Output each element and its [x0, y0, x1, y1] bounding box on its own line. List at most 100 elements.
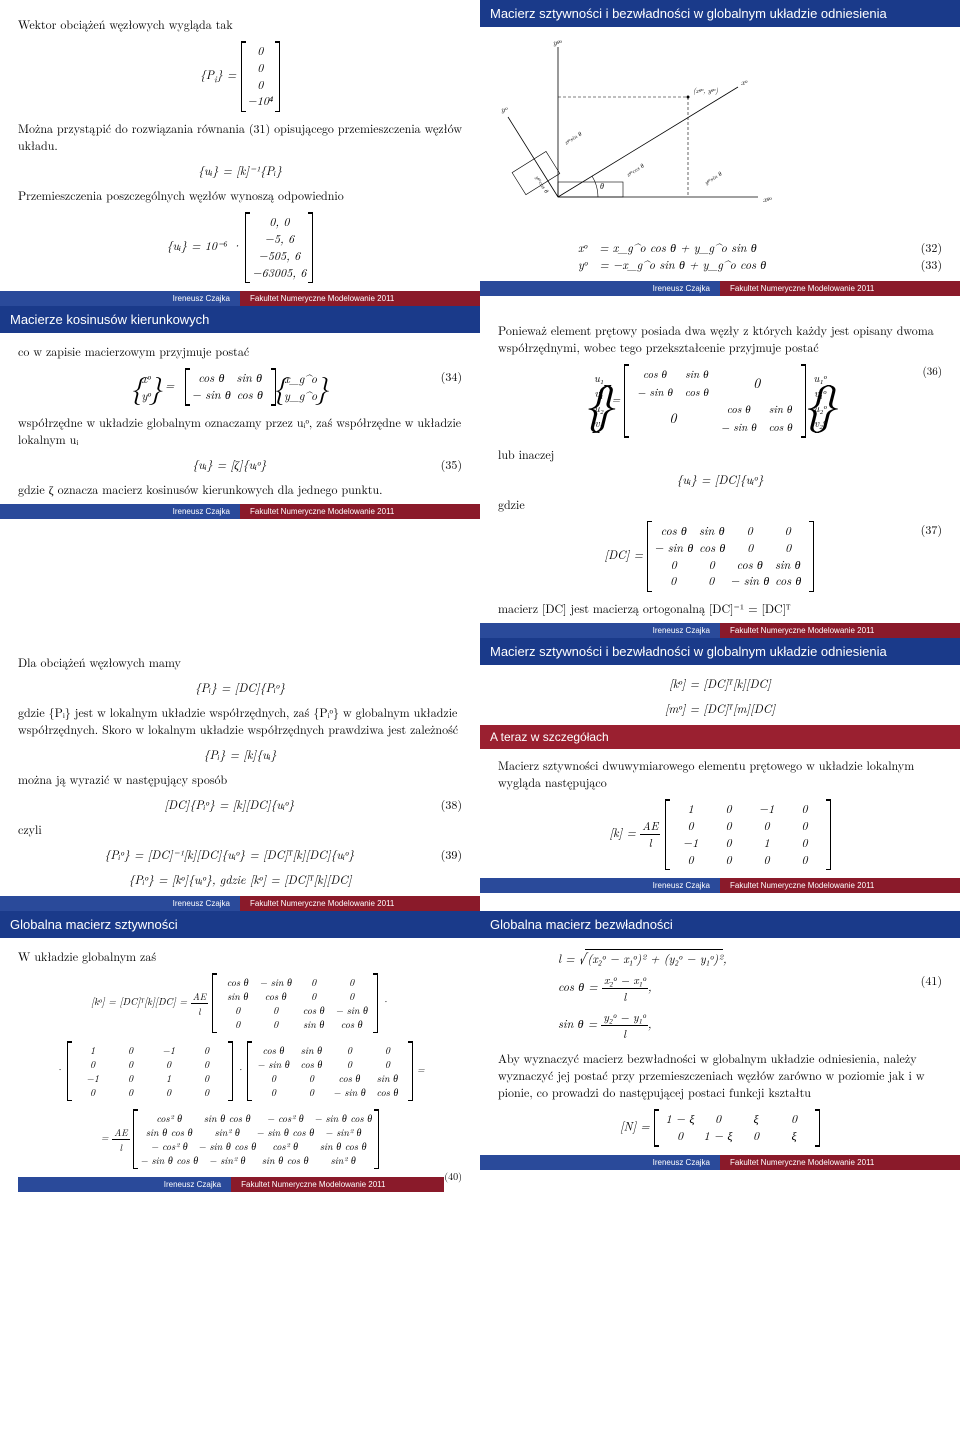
text: Aby wyznaczyć macierz bezwładności w glo… — [498, 1050, 942, 1101]
footer-author: Ireneusz Czajka — [0, 504, 240, 519]
eq-35: {uᵢ} = [ζ]{uᵢᵒ}(35) — [18, 456, 462, 473]
slide-global-stiffness: Globalna macierz sztywności W układzie g… — [0, 911, 480, 1192]
text: czyli — [18, 821, 462, 838]
text: gdzie {Pᵢ} jest w lokalnym układzie wspó… — [18, 704, 462, 738]
eq-41: l = √(x₂ᵒ − x₁ᵒ)² + (y₂ᵒ − y₁ᵒ)², cos θ … — [498, 948, 942, 1042]
text: Wektor obciążeń węzłowych wygląda tak — [18, 16, 462, 33]
eq-ui-dc: {uᵢ} = [DC]{uᵢᵒ} — [498, 471, 942, 488]
text: Dla obciążeń węzłowych mamy — [18, 654, 462, 671]
text: gdzie ζ oznacza macierz kosinusów kierun… — [18, 481, 462, 498]
svg-text:yᵍᵒcos θ: yᵍᵒcos θ — [533, 173, 551, 194]
svg-text:xᵍᵒsin θ: xᵍᵒsin θ — [562, 129, 583, 147]
slide-nodal-loads: Dla obciążeń węzłowych mamy {Pᵢ} = [DC]{… — [0, 638, 480, 911]
footer-course: Fakultet Numeryczne Modelowanie 2011 — [720, 623, 960, 638]
slide-footer: Ireneusz Czajka Fakultet Numeryczne Mode… — [0, 291, 480, 306]
svg-text:xᵒ: xᵒ — [741, 77, 748, 88]
svg-text:yᵒ: yᵒ — [501, 104, 508, 115]
svg-text:yᵍᵒsin θ: yᵍᵒsin θ — [702, 169, 723, 187]
eq-uk: {uᵢ} = [k]⁻¹{Pᵢ} — [18, 162, 462, 179]
footer-author: Ireneusz Czajka — [480, 878, 720, 893]
svg-text:(xᵍᵒ, yᵍᵒ): (xᵍᵒ, yᵍᵒ) — [693, 86, 718, 96]
slide-footer: Ireneusz Czajka Fakultet Numeryczne Mode… — [480, 281, 960, 296]
svg-text:yᵍᵒ: yᵍᵒ — [553, 37, 562, 48]
slide-title: Macierze kosinusów kierunkowych — [0, 306, 480, 333]
slide-global-mass: Globalna macierz bezwładności l = √(x₂ᵒ … — [480, 911, 960, 1192]
footer-course: Fakultet Numeryczne Modelowanie 2011 — [240, 291, 480, 306]
prefix: {uᵢ} = 10⁻⁶ · — [167, 237, 241, 254]
slide-direction-cosines: Macierze kosinusów kierunkowych co w zap… — [0, 306, 480, 638]
eq-num: (39) — [441, 846, 462, 863]
eq-num: (32) — [921, 239, 942, 256]
slide-title: Globalna macierz sztywności — [0, 911, 480, 938]
slide-footer: Ireneusz Czajka Fakultet Numeryczne Mode… — [18, 1177, 444, 1192]
eq-34: xᵒyᵒ = cos θsin θ − sin θcos θ x_g^oy_g^… — [18, 368, 462, 406]
text: Macierz sztywności dwuwymiarowego elemen… — [498, 757, 942, 791]
footer-course: Fakultet Numeryczne Modelowanie 2011 — [720, 281, 960, 296]
footer-author: Ireneusz Czajka — [480, 623, 720, 638]
coord-diagram: xᵍᵒ yᵍᵒ xᵒ yᵒ (xᵍᵒ, yᵍᵒ) θ xᵍᵒcos θ yᵍᵒc… — [498, 37, 778, 217]
eq-num: (37) — [921, 521, 942, 538]
eq-ko: {Pᵢᵒ} = [kᵒ]{uᵢᵒ}, gdzie [kᵒ] = [DC]ᵀ[k]… — [18, 871, 462, 888]
slide-dc-matrix: Ponieważ element prętowy posiada dwa węz… — [480, 306, 960, 638]
slide-footer: Ireneusz Czajka Fakultet Numeryczne Mode… — [480, 1155, 960, 1170]
text: gdzie — [498, 496, 942, 513]
eq-num: (41) — [921, 972, 942, 989]
eq-39: {Pᵢᵒ} = [DC]⁻¹[k][DC]{uᵢᵒ} = [DC]ᵀ[k][DC… — [18, 846, 462, 863]
eq-load-vector: {Pi} = 0 0 0 −10⁴ — [18, 41, 462, 112]
eq-N: [N] = 1 − ξ0ξ0 01 − ξ0ξ — [498, 1109, 942, 1147]
footer-author: Ireneusz Czajka — [18, 1177, 231, 1192]
page-grid: Wektor obciążeń węzłowych wygląda tak {P… — [0, 0, 960, 1192]
text: macierz [DC] jest macierzą ortogonalną [… — [498, 600, 942, 617]
eq-ko-result: = AEl cos² θsin θ cos θ− cos² θ− sin θ c… — [18, 1109, 462, 1169]
footer-course: Fakultet Numeryczne Modelowanie 2011 — [240, 896, 480, 911]
text: Ponieważ element prętowy posiada dwa węz… — [498, 322, 942, 356]
eq-mo-def: [mᵒ] = [DC]ᵀ[m][DC] — [498, 700, 942, 717]
eq-32-33: xᵒ = x_g^o cos θ + y_g^o sin θ(32) yᵒ = … — [498, 239, 942, 273]
footer-course: Fakultet Numeryczne Modelowanie 2011 — [240, 504, 480, 519]
eq-num: (36) — [922, 364, 942, 379]
slide-title: Macierz sztywności i bezwładności w glob… — [480, 0, 960, 27]
section-header: A teraz w szczegółach — [480, 725, 960, 749]
text: Przemieszczenia poszczególnych węzłów wy… — [18, 187, 462, 204]
eq-38: [DC]{Pᵢᵒ} = [k][DC]{uᵢᵒ}(38) — [18, 796, 462, 813]
footer-course: Fakultet Numeryczne Modelowanie 2011 — [231, 1177, 444, 1192]
eq-ko-def: [kᵒ] = [DC]ᵀ[k][DC] — [498, 675, 942, 692]
footer-author: Ireneusz Czajka — [0, 896, 240, 911]
slide-title: Globalna macierz bezwładności — [480, 911, 960, 938]
footer-author: Ireneusz Czajka — [0, 291, 240, 306]
slide-footer: Ireneusz Czajka Fakultet Numeryczne Mode… — [0, 896, 480, 911]
svg-text:θ: θ — [600, 181, 604, 192]
slide-ko-mo: Macierz sztywności i bezwładności w glob… — [480, 638, 960, 911]
footer-author: Ireneusz Czajka — [480, 281, 720, 296]
text: co w zapisie macierzowym przyjmuje posta… — [18, 343, 462, 360]
svg-text:xᵍᵒcos θ: xᵍᵒcos θ — [624, 161, 645, 179]
eq-num: (38) — [441, 796, 462, 813]
slide-load-vector: Wektor obciążeń węzłowych wygląda tak {P… — [0, 0, 480, 306]
text: lub inaczej — [498, 446, 942, 463]
eq-p-dc: {Pᵢ} = [DC]{Pᵢᵒ} — [18, 679, 462, 696]
eq-37: [DC] = cos θsin θ00 − sin θcos θ00 00cos… — [498, 521, 942, 592]
slide-footer: Ireneusz Czajka Fakultet Numeryczne Mode… — [0, 504, 480, 519]
footer-course: Fakultet Numeryczne Modelowanie 2011 — [720, 1155, 960, 1170]
slide-global-frame: Macierz sztywności i bezwładności w glob… — [480, 0, 960, 306]
slide-footer: Ireneusz Czajka Fakultet Numeryczne Mode… — [480, 623, 960, 638]
footer-author: Ireneusz Czajka — [480, 1155, 720, 1170]
eq-disp: {uᵢ} = 10⁻⁶ · 0, 0 −5, 6 −505, 6 −63005,… — [18, 212, 462, 283]
slide-footer: Ireneusz Czajka Fakultet Numeryczne Mode… — [480, 878, 960, 893]
eq-p-ku: {Pᵢ} = [k]{uᵢ} — [18, 746, 462, 763]
svg-text:xᵍᵒ: xᵍᵒ — [763, 194, 772, 205]
footer-course: Fakultet Numeryczne Modelowanie 2011 — [720, 878, 960, 893]
eq-ko-expand: [kᵒ] = [DC]ᵀ[k][DC] = AEl cos θ− sin θ00… — [18, 973, 462, 1033]
eq-num: (35) — [441, 456, 462, 473]
text: współrzędne w układzie globalnym oznacza… — [18, 414, 462, 448]
eq-num: (33) — [921, 256, 942, 273]
text: Można przystąpić do rozwiązania równania… — [18, 120, 462, 154]
slide-title: Macierz sztywności i bezwładności w glob… — [480, 638, 960, 665]
eq-k-local: [k] = AEl 10−10 0000 −1010 0000 — [498, 799, 942, 870]
eq-num: (34) — [441, 368, 462, 385]
eq-num: (40) — [444, 1169, 462, 1183]
text: W układzie globalnym zaś — [18, 948, 462, 965]
eq-36: u₁v₁ u₂v₂ = cos θsin θ0 − sin θcos θ 0co… — [498, 364, 942, 438]
text: można ją wyrazić w następujący sposób — [18, 771, 462, 788]
eq-ko-expand2: · 10−10 0000 −1010 0000 · cos θsin θ00 −… — [18, 1041, 462, 1101]
